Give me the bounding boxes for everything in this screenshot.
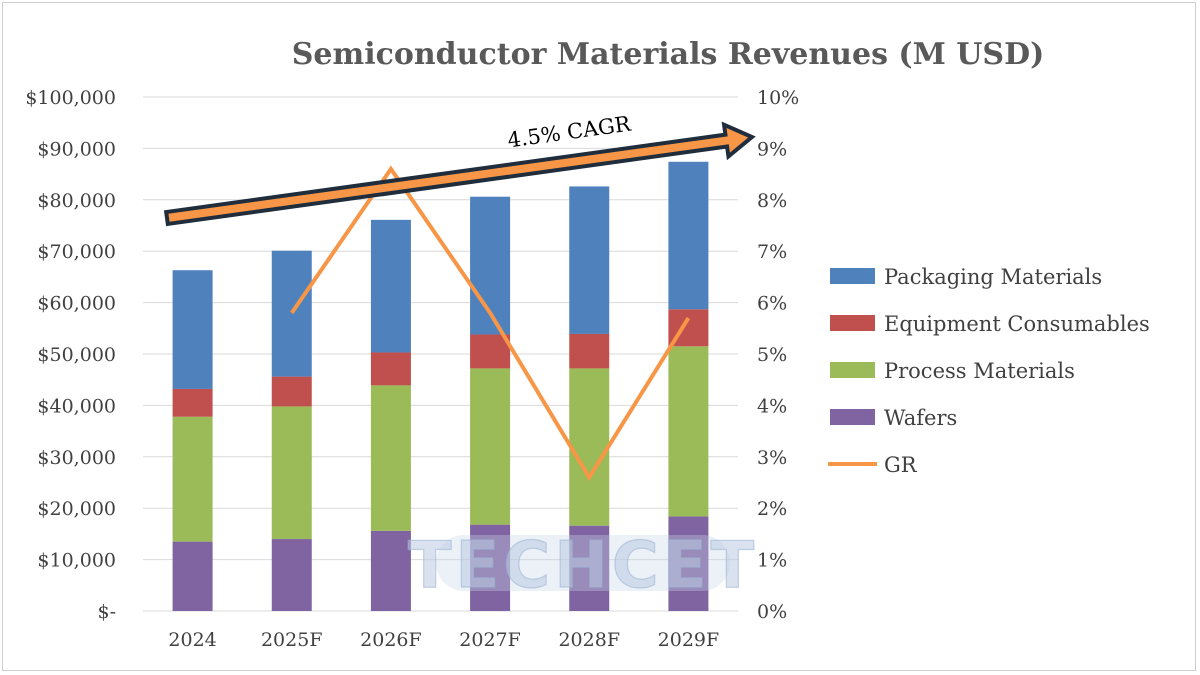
x-tick-label: 2029F [658,629,720,651]
bar-equipment-consumables [370,352,411,386]
bar-wafers [668,516,709,611]
x-tick-label: 2028F [558,629,620,651]
x-tick-label: 2024 [168,629,216,651]
bar-wafers [470,524,511,611]
bar-equipment-consumables [569,333,610,369]
right-tick-label: 4% [757,395,787,417]
left-tick-label: $30,000 [37,447,116,469]
legend-label: GR [884,453,918,477]
bar-equipment-consumables [470,334,511,369]
right-tick-label: 10% [757,87,799,109]
left-tick-label: $60,000 [37,293,116,315]
cagr-label: 4.5% CAGR [506,112,633,153]
right-tick-label: 6% [757,293,787,315]
legend-label: Equipment Consumables [884,312,1150,336]
left-tick-label: $70,000 [37,241,116,263]
legend-label: Wafers [884,406,957,430]
left-tick-label: $50,000 [37,344,116,366]
left-tick-label: $80,000 [37,190,116,212]
bar-equipment-consumables [172,388,213,417]
bar-process-materials [271,406,312,540]
right-tick-label: 2% [757,498,787,520]
right-tick-label: 7% [757,241,787,263]
right-tick-label: 0% [757,601,787,623]
legend-label: Packaging Materials [884,265,1102,289]
left-tick-label: $10,000 [37,550,116,572]
bar-wafers [569,525,610,611]
bar-packaging-materials [271,250,312,377]
bar-wafers [370,530,411,611]
right-tick-label: 5% [757,344,787,366]
watermark-backdrop [436,535,730,591]
x-axis-labels: 2024 2025F 2026F 2027F 2028F 2029F [168,629,719,651]
left-axis-ticks: $- $10,000 $20,000 $30,000 $40,000 $50,000 $60… [25,87,116,623]
right-tick-label: 8% [757,190,787,212]
watermark-text: TECHCET [408,529,758,603]
left-tick-label: $100,000 [25,87,116,109]
legend: Packaging Materials Equipment Consumables… [828,265,1150,477]
right-tick-label: 1% [757,550,787,572]
bar-packaging-materials [172,270,213,389]
gr-line [290,165,691,482]
right-tick-label: 9% [757,138,787,160]
bar-process-materials [470,368,511,525]
bar-process-materials [668,346,709,517]
x-tick-label: 2027F [459,629,521,651]
left-tick-label: $40,000 [37,395,116,417]
bar-process-materials [172,416,213,542]
legend-swatch-packaging-materials [830,268,875,284]
watermark: TECHCET [407,528,758,603]
right-tick-label: 3% [757,447,787,469]
bar-process-materials [569,368,610,526]
x-tick-label: 2026F [360,629,422,651]
bar-packaging-materials [370,219,411,353]
bar-equipment-consumables [271,376,312,407]
bar-wafers [172,541,213,611]
bar-packaging-materials [569,186,610,334]
right-axis-ticks: 0% 1% 2% 3% 4% 5% 6% 7% 8% 9% 10% [757,87,799,623]
chart-title: Semiconductor Materials Revenues (M USD) [292,37,1045,72]
bar-process-materials [370,385,411,531]
left-tick-label: $20,000 [37,498,116,520]
cagr-arrow: 4.5% CAGR [163,112,756,227]
bars [172,161,709,611]
legend-swatch-wafers [830,409,875,425]
legend-label: Process Materials [884,359,1075,383]
bar-wafers [271,539,312,611]
bar-packaging-materials [668,161,709,310]
cagr-arrow-shape [163,121,756,227]
legend-swatch-process-materials [830,362,875,378]
x-tick-label: 2025F [261,629,323,651]
left-tick-label: $90,000 [37,138,116,160]
left-tick-label: $- [97,601,116,623]
legend-swatch-equipment-consumables [830,315,875,331]
